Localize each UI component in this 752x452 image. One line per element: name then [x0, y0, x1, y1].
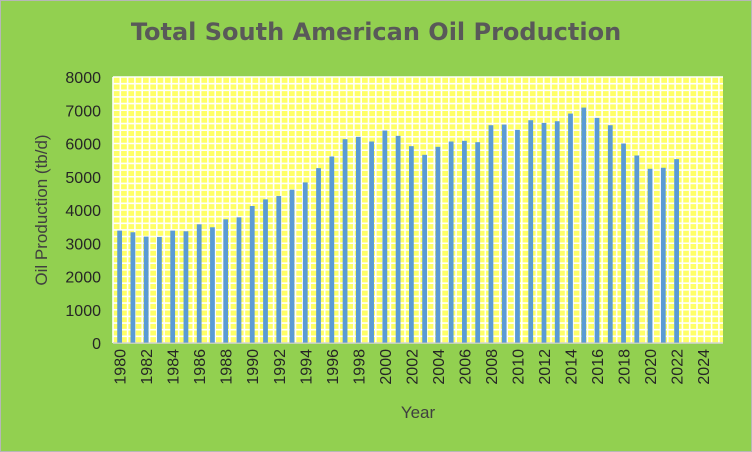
bar-2013	[554, 121, 560, 343]
bar-1989	[236, 217, 242, 343]
x-tick-label: 1982	[139, 349, 156, 385]
bar-2002	[408, 146, 414, 343]
x-tick-label: 2004	[431, 349, 448, 385]
x-tick-label: 1992	[272, 349, 289, 385]
bar-2021	[660, 167, 666, 343]
y-tick-label: 5000	[65, 170, 101, 187]
x-tick-label: 1994	[298, 349, 315, 385]
bar-1997	[342, 139, 348, 343]
bar-2009	[501, 124, 507, 343]
y-tick-label: 8000	[65, 70, 101, 87]
x-tick-label: 1980	[113, 349, 130, 385]
x-tick-label: 2020	[643, 349, 660, 385]
x-tick-label: 1990	[245, 349, 262, 385]
bar-2022	[674, 159, 679, 343]
bar-1988	[223, 219, 229, 343]
bar-2011	[528, 120, 534, 343]
bar-1987	[210, 227, 215, 343]
y-tick-label: 1000	[65, 303, 101, 320]
x-axis-title: Year	[401, 403, 436, 422]
bar-2000	[382, 130, 388, 343]
bar-1982	[143, 236, 149, 343]
x-tick-label: 2014	[564, 349, 581, 385]
x-tick-label: 2024	[696, 349, 713, 385]
bar-1983	[157, 236, 162, 343]
bar-2016	[594, 117, 600, 344]
x-tick-label: 1984	[166, 349, 183, 385]
bar-1994	[302, 182, 308, 343]
bar-2006	[462, 140, 467, 343]
x-tick-label: 1996	[325, 349, 342, 385]
x-tick-label: 2000	[378, 349, 395, 385]
bar-2012	[541, 122, 547, 343]
bar-series	[117, 107, 679, 344]
bar-2007	[475, 142, 481, 343]
bar-2014	[568, 113, 573, 343]
x-tick-label: 2022	[670, 349, 687, 385]
x-tick-label: 1988	[219, 349, 236, 385]
gridlines	[112, 76, 723, 344]
bar-2020	[647, 168, 653, 343]
bar-1990	[249, 206, 255, 343]
bar-2004	[435, 146, 441, 343]
bar-1985	[183, 231, 189, 343]
y-tick-label: 6000	[65, 137, 101, 154]
bar-1981	[130, 232, 136, 343]
bar-2005	[448, 141, 454, 343]
x-tick-label: 2016	[590, 349, 607, 385]
bar-2008	[488, 125, 494, 344]
bar-1992	[276, 196, 282, 343]
y-tick-label: 4000	[65, 203, 101, 220]
y-axis-title: Oil Production (tb/d)	[32, 134, 51, 285]
x-tick-label: 2002	[404, 349, 421, 385]
x-tick-label: 2018	[617, 349, 634, 385]
bar-1986	[196, 224, 202, 343]
x-axis-ticks: 1980 1982 1984 1986 1988 1990 1992 1994 1996 1998…	[113, 349, 713, 385]
y-tick-label: 0	[92, 336, 101, 353]
x-tick-label: 2006	[457, 349, 474, 385]
bar-2001	[395, 135, 401, 343]
y-tick-label: 2000	[65, 270, 101, 287]
chart-title: Total South American Oil Production	[130, 18, 622, 46]
bar-2017	[607, 125, 613, 344]
bar-1984	[170, 230, 176, 343]
y-axis-ticks: 0 1000 2000 3000 4000 5000 6000 7000 8000	[65, 70, 101, 353]
y-tick-label: 7000	[65, 103, 101, 120]
x-tick-label: 2012	[537, 349, 554, 385]
bar-2010	[515, 129, 520, 343]
bar-1998	[355, 136, 361, 343]
bar-2015	[581, 107, 587, 343]
bar-2003	[422, 154, 428, 343]
bar-1995	[316, 168, 321, 343]
x-tick-label: 2010	[510, 349, 527, 385]
y-tick-label: 3000	[65, 236, 101, 253]
bar-1996	[329, 156, 335, 343]
bar-2019	[634, 155, 640, 343]
bar-1980	[117, 230, 123, 343]
x-tick-label: 1998	[351, 349, 368, 385]
x-tick-label: 2008	[484, 349, 501, 385]
x-tick-label: 1986	[192, 349, 209, 385]
bar-1993	[289, 189, 295, 343]
bar-2018	[621, 143, 626, 343]
bar-1999	[369, 141, 374, 343]
bar-1991	[263, 199, 268, 343]
